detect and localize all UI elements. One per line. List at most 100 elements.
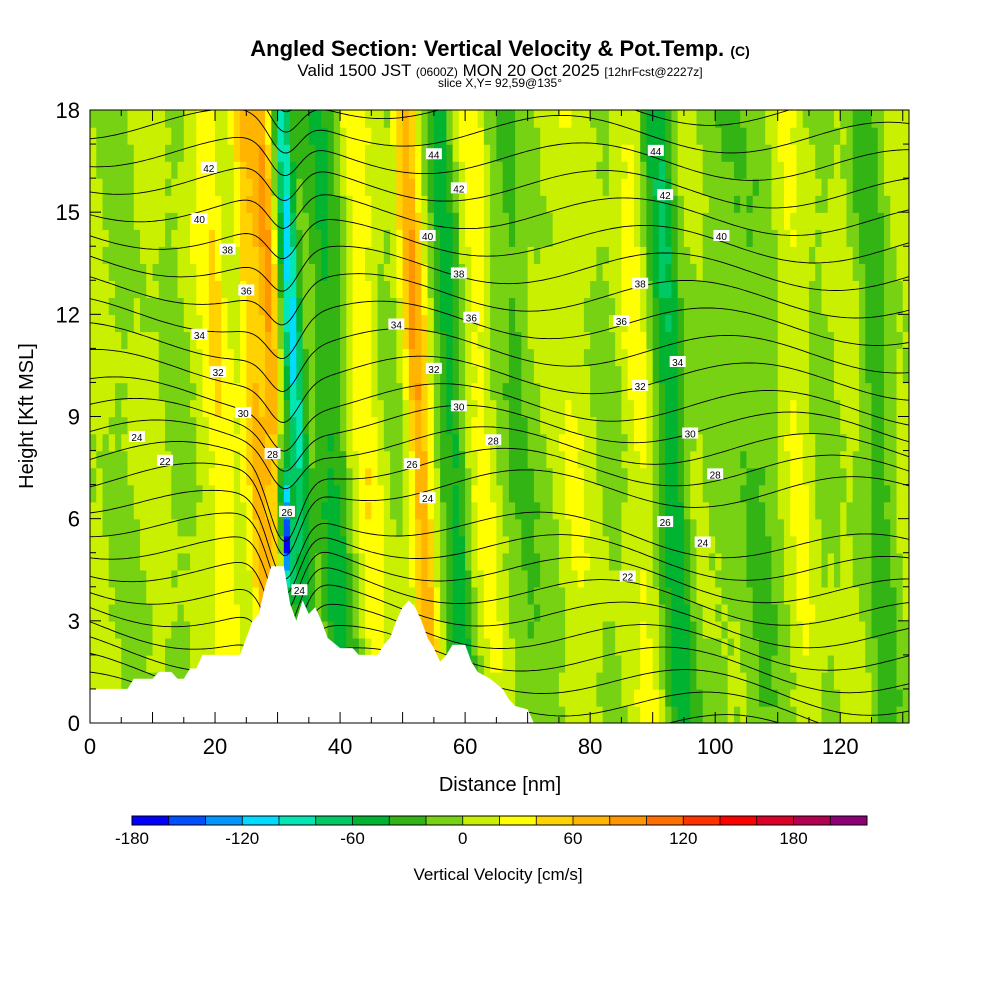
velocity-cell (608, 161, 616, 179)
velocity-cell (358, 348, 366, 367)
velocity-cell (858, 433, 866, 452)
velocity-cell (183, 450, 191, 469)
velocity-cell (608, 705, 616, 723)
velocity-cell (290, 603, 298, 622)
velocity-cell (158, 178, 166, 196)
velocity-cell (102, 314, 110, 333)
velocity-cell (140, 467, 147, 486)
velocity-cell (377, 535, 385, 554)
contour-label-bg (669, 356, 686, 368)
velocity-cell (190, 365, 197, 384)
velocity-cell (777, 467, 785, 486)
velocity-cell (740, 110, 748, 128)
velocity-cell (327, 450, 335, 469)
velocity-cell (233, 297, 241, 316)
velocity-cell (483, 280, 491, 299)
velocity-cell (390, 569, 398, 588)
velocity-cell (796, 280, 804, 299)
velocity-cell (183, 433, 191, 452)
velocity-cell (840, 535, 848, 554)
velocity-cell (315, 195, 323, 213)
velocity-cell (852, 399, 860, 418)
velocity-cell (746, 467, 754, 486)
velocity-cell (440, 586, 448, 605)
velocity-cell (365, 637, 373, 656)
velocity-cell (552, 365, 560, 384)
velocity-cell (308, 365, 316, 384)
velocity-cell (590, 518, 598, 537)
velocity-cell (452, 450, 460, 469)
velocity-cell (208, 110, 216, 128)
velocity-cell (490, 297, 498, 316)
velocity-cell (108, 467, 116, 486)
velocity-cell (265, 416, 272, 435)
velocity-cell (158, 501, 166, 520)
velocity-cell (396, 246, 404, 264)
contour-label: 40 (713, 230, 730, 243)
velocity-cell (702, 331, 710, 350)
velocity-cell (115, 127, 122, 145)
velocity-cell (477, 450, 485, 469)
velocity-cell (171, 348, 179, 367)
velocity-cell (508, 450, 516, 469)
velocity-cell (152, 603, 160, 622)
velocity-cell (821, 161, 829, 179)
velocity-cell (146, 365, 154, 384)
velocity-cell (833, 518, 841, 537)
velocity-cell (521, 484, 529, 503)
velocity-cell (102, 535, 110, 554)
velocity-cell (327, 382, 335, 401)
velocity-cell (446, 263, 454, 281)
velocity-cell (196, 450, 204, 469)
velocity-cell (521, 246, 529, 264)
velocity-cell (708, 433, 716, 452)
velocity-cell (865, 263, 873, 281)
velocity-cell (202, 620, 210, 639)
velocity-cell (315, 178, 323, 196)
velocity-cell (665, 229, 673, 247)
velocity-cell (377, 297, 385, 316)
slice-text: slice X,Y= 92,59@135° (437, 76, 563, 90)
velocity-cell (896, 535, 904, 554)
velocity-cell (846, 705, 854, 723)
velocity-cell (746, 603, 754, 622)
velocity-cell (477, 127, 485, 145)
velocity-cell (227, 552, 235, 571)
velocity-cell (465, 535, 473, 554)
velocity-cell (877, 654, 885, 673)
velocity-cell (490, 569, 498, 588)
velocity-cell (90, 433, 97, 452)
velocity-cell (890, 263, 898, 281)
velocity-cell (315, 399, 323, 418)
velocity-cell (421, 246, 429, 264)
velocity-cell (646, 195, 654, 213)
contour-label: 36 (613, 315, 630, 328)
velocity-cell (640, 212, 648, 230)
velocity-cell (271, 467, 279, 486)
y-tick-label: 3 (68, 609, 80, 634)
velocity-cell (321, 365, 329, 384)
velocity-cell (440, 365, 448, 384)
velocity-cell (858, 518, 866, 537)
velocity-cell (852, 620, 860, 639)
velocity-cell (590, 212, 598, 230)
velocity-cell (615, 297, 623, 316)
velocity-cell (152, 433, 160, 452)
velocity-cell (690, 501, 698, 520)
velocity-cell (108, 637, 116, 656)
velocity-cell (90, 467, 97, 486)
velocity-cell (177, 212, 185, 230)
velocity-cell (896, 110, 904, 128)
velocity-cell (221, 382, 229, 401)
velocity-cell (315, 263, 323, 281)
velocity-cell (352, 280, 360, 299)
velocity-cell (202, 569, 210, 588)
velocity-cell (552, 637, 560, 656)
velocity-cell (202, 229, 210, 247)
velocity-cell (383, 212, 391, 230)
velocity-cell (858, 467, 866, 486)
velocity-cell (871, 603, 879, 622)
velocity-cell (590, 127, 598, 145)
velocity-cell (640, 331, 648, 350)
velocity-cell (421, 297, 429, 316)
